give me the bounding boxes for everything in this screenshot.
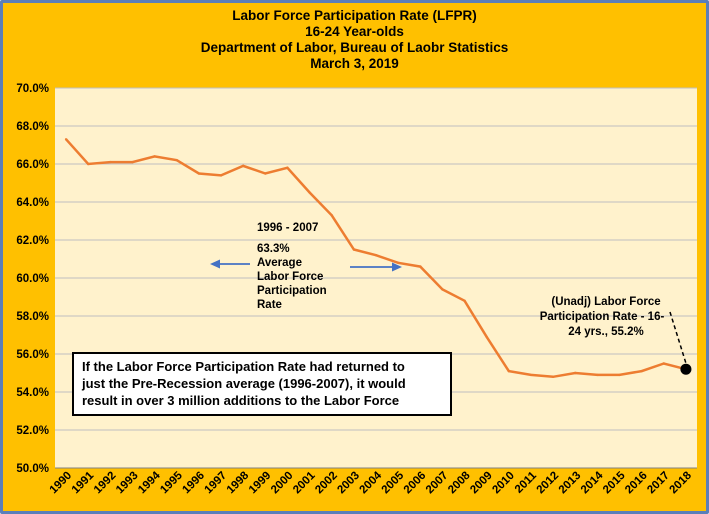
x-tick-label: 1995	[158, 469, 185, 496]
x-tick-label: 2010	[490, 470, 517, 497]
x-tick-label: 2003	[335, 470, 362, 497]
x-tick-label: 1990	[48, 470, 75, 497]
data-point	[374, 254, 378, 257]
data-point	[419, 265, 422, 268]
data-point	[131, 160, 134, 164]
x-tick-label: 1999	[247, 470, 274, 497]
right-arrow	[350, 262, 402, 272]
y-tick-label: 68.0%	[16, 121, 49, 133]
data-point	[596, 373, 599, 377]
x-tick-label: 1994	[136, 469, 163, 496]
x-tick-label: 1998	[225, 469, 252, 496]
y-tick-label: 66.0%	[16, 159, 49, 171]
x-tick-label: 2008	[446, 469, 473, 496]
x-tick-label: 2014	[579, 469, 606, 496]
data-point	[441, 288, 444, 291]
x-tick-label: 2018	[667, 469, 694, 496]
data-point	[507, 369, 511, 373]
x-tick-label: 2000	[269, 470, 296, 497]
x-tick-label: 2004	[358, 469, 385, 496]
data-point	[64, 138, 68, 141]
data-point	[219, 174, 223, 177]
y-tick-label: 58.0%	[16, 311, 49, 323]
average-line-1: 63.3%	[257, 243, 290, 255]
chart-title: Labor Force Participation Rate (LFPR) 16…	[0, 8, 709, 72]
title-line-2: 16-24 Year-olds	[305, 24, 404, 39]
y-tick-label: 70.0%	[16, 83, 49, 95]
data-point	[640, 369, 643, 373]
average-line-4: Participation	[257, 285, 327, 297]
endpoint-leader-line	[669, 311, 687, 364]
callout-line-2: just the Pre-Recession average (1996-200…	[82, 376, 406, 391]
callout-line-3: result in over 3 million additions to th…	[82, 393, 400, 408]
title-line-3: Department of Labor, Bureau of Laobr Sta…	[200, 40, 509, 55]
x-tick-label: 2006	[402, 470, 429, 497]
data-point	[87, 162, 90, 166]
x-tick-label: 2012	[535, 470, 562, 497]
x-tick-label: 2011	[513, 469, 540, 496]
y-tick-label: 60.0%	[16, 273, 49, 285]
x-tick-label: 1991	[70, 469, 97, 496]
x-tick-label: 2017	[645, 470, 672, 497]
endpoint-annotation: (Unadj) Labor Force Participation Rate -…	[540, 296, 687, 364]
y-tick-label: 54.0%	[16, 387, 49, 399]
x-tick-label: 2013	[557, 470, 584, 497]
y-tick-label: 56.0%	[16, 349, 49, 361]
data-point	[529, 373, 533, 377]
y-tick-label: 52.0%	[16, 425, 49, 437]
average-line-3: Labor Force	[257, 271, 323, 283]
x-tick-label: 2007	[424, 470, 451, 497]
data-point	[662, 362, 665, 365]
left-arrow	[210, 259, 250, 269]
data-point	[264, 172, 267, 175]
average-line-2: Average	[257, 257, 302, 269]
period-annotation: 1996 - 2007 63.3% Average Labor Force Pa…	[210, 222, 402, 311]
data-point	[618, 373, 621, 377]
data-point	[153, 155, 156, 158]
endpoint-line-3: 24 yrs., 55.2%	[568, 326, 643, 338]
x-tick-label: 2001	[291, 469, 318, 496]
data-point	[308, 191, 311, 194]
x-tick-label: 2016	[623, 470, 650, 497]
callout-box: If the Labor Force Participation Rate ha…	[72, 352, 452, 416]
data-point	[109, 160, 112, 164]
x-tick-label: 2015	[601, 469, 628, 496]
title-line-4: March 3, 2019	[310, 56, 399, 71]
endpoint-line-1: (Unadj) Labor Force	[551, 296, 660, 308]
endpoint-line-2: Participation Rate - 16-	[540, 311, 665, 323]
data-point	[574, 371, 577, 375]
x-tick-label: 1993	[114, 470, 141, 497]
data-point	[241, 164, 245, 168]
x-tick-label: 2009	[468, 470, 495, 497]
data-point	[286, 166, 289, 169]
y-tick-label: 62.0%	[16, 235, 49, 247]
x-tick-label: 1992	[92, 470, 119, 497]
x-tick-label: 1997	[203, 470, 230, 497]
data-point	[485, 335, 488, 339]
average-line-5: Rate	[257, 299, 282, 311]
data-point	[352, 248, 356, 251]
data-point	[551, 375, 555, 378]
y-tick-label: 50.0%	[16, 463, 49, 475]
x-tick-label: 2005	[380, 469, 407, 496]
x-tick-label: 1996	[180, 470, 207, 497]
callout-line-1: If the Labor Force Participation Rate ha…	[82, 359, 405, 374]
data-point	[396, 261, 400, 264]
data-point	[197, 172, 201, 175]
data-point	[463, 299, 466, 302]
data-point	[330, 214, 333, 217]
data-point	[175, 159, 178, 162]
title-line-1: Labor Force Participation Rate (LFPR)	[232, 8, 477, 23]
period-label: 1996 - 2007	[257, 222, 318, 234]
endpoint-marker	[680, 363, 692, 375]
x-tick-label: 2002	[313, 470, 340, 497]
y-tick-label: 64.0%	[16, 197, 49, 209]
